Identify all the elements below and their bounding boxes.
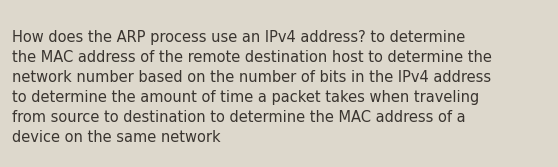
Text: How does the ARP process use an IPv4 address? to determine
the MAC address of th: How does the ARP process use an IPv4 add… <box>12 30 492 145</box>
